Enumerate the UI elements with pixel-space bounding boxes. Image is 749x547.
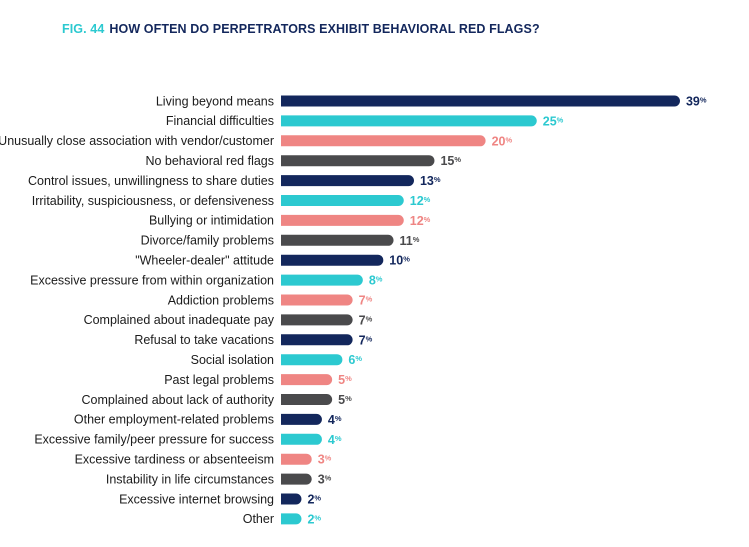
value-label: 5% <box>338 393 352 407</box>
figure-number: FIG. 44 <box>62 22 105 36</box>
value-label: 6% <box>348 353 362 367</box>
figure-title-text: HOW OFTEN DO PERPETRATORS EXHIBIT BEHAVI… <box>109 22 540 36</box>
value-label: 20% <box>492 134 513 148</box>
value-label: 3% <box>318 453 332 467</box>
value-label: 25% <box>543 114 564 128</box>
value-label: 13% <box>420 174 441 188</box>
category-label: Excessive pressure from within organizat… <box>30 273 274 287</box>
bar <box>281 175 414 187</box>
value-label: 2% <box>307 493 321 507</box>
value-label: 7% <box>359 294 373 308</box>
category-label: Other <box>243 512 274 526</box>
value-label: 11% <box>400 234 420 248</box>
bar <box>281 394 333 405</box>
category-label: Divorce/family problems <box>141 234 274 248</box>
value-label: 7% <box>359 333 373 347</box>
bar <box>281 234 394 246</box>
value-label: 5% <box>338 373 352 387</box>
bar <box>281 413 322 425</box>
bar <box>281 135 486 147</box>
value-label: 10% <box>389 254 410 268</box>
category-label: Unusually close association with vendor/… <box>0 134 274 148</box>
bar <box>281 354 343 366</box>
bar <box>281 473 312 485</box>
category-label: Complained about lack of authority <box>82 393 275 407</box>
category-label: Past legal problems <box>164 373 274 387</box>
category-label: Social isolation <box>191 353 274 367</box>
value-label: 4% <box>328 433 342 447</box>
category-label: Excessive internet browsing <box>119 492 274 506</box>
category-label: Excessive tardiness or absenteeism <box>75 453 274 467</box>
value-label: 7% <box>359 313 373 327</box>
value-label: 39% <box>686 95 707 109</box>
bar <box>281 493 302 505</box>
category-label: Addiction problems <box>168 293 274 307</box>
value-label: 12% <box>410 194 431 208</box>
category-label: Excessive family/peer pressure for succe… <box>34 433 274 447</box>
category-label: Financial difficulties <box>166 114 274 128</box>
value-label: 12% <box>410 214 431 228</box>
bar <box>281 214 404 226</box>
value-label: 3% <box>318 473 332 487</box>
bar <box>281 254 384 266</box>
bar <box>281 95 680 107</box>
bar <box>281 294 353 306</box>
value-label: 8% <box>369 274 383 288</box>
bar <box>281 374 333 386</box>
category-label: Control issues, unwillingness to share d… <box>28 174 274 188</box>
category-label: Instability in life circumstances <box>106 472 274 486</box>
bar <box>281 453 312 465</box>
bar <box>281 314 353 326</box>
category-label: Bullying or intimidation <box>149 214 274 228</box>
category-label: "Wheeler-dealer" attitude <box>135 254 274 268</box>
value-label: 15% <box>440 154 461 168</box>
category-label: Irritability, suspiciousness, or defensi… <box>32 194 274 208</box>
category-label: No behavioral red flags <box>145 154 274 168</box>
figure-title: FIG. 44 HOW OFTEN DO PERPETRATORS EXHIBIT… <box>62 22 540 36</box>
bar <box>281 334 353 346</box>
category-label: Complained about inadequate pay <box>84 313 275 327</box>
bar <box>281 274 363 286</box>
bar <box>281 155 435 167</box>
category-label: Living beyond means <box>156 94 274 108</box>
bar <box>281 513 302 525</box>
value-label: 4% <box>328 413 342 427</box>
bar <box>281 115 537 127</box>
category-label: Other employment-related problems <box>74 413 274 427</box>
value-label: 2% <box>307 512 321 526</box>
bar <box>281 195 404 206</box>
category-label: Refusal to take vacations <box>134 333 274 347</box>
bar <box>281 433 322 445</box>
